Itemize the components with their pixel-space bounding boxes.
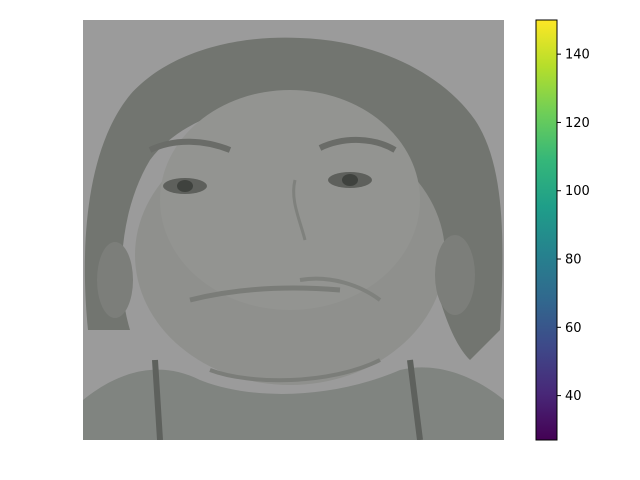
colorbar-tick-label: 60 [565, 321, 582, 336]
eyebrow-right [318, 137, 397, 153]
eyebrow-left [148, 138, 232, 153]
colorbar-gradient [535, 19, 558, 441]
colorbar-ticks: 40 60 80 100 120 140 [557, 48, 590, 404]
colorbar-tick-label: 140 [565, 48, 590, 63]
colorbar-tick-label: 40 [565, 389, 582, 404]
colorbar: 40 60 80 100 120 140 [535, 19, 590, 441]
neck-region [83, 367, 504, 440]
hair-region [84, 37, 503, 361]
ear-right [435, 235, 475, 315]
heatmap-image [83, 20, 504, 440]
colorbar-tick-label: 80 [565, 253, 582, 268]
mouth-region [189, 285, 341, 303]
colorbar-tick-label: 100 [565, 184, 590, 199]
ear-left [97, 242, 133, 318]
colorbar-tick-label: 120 [565, 116, 590, 131]
